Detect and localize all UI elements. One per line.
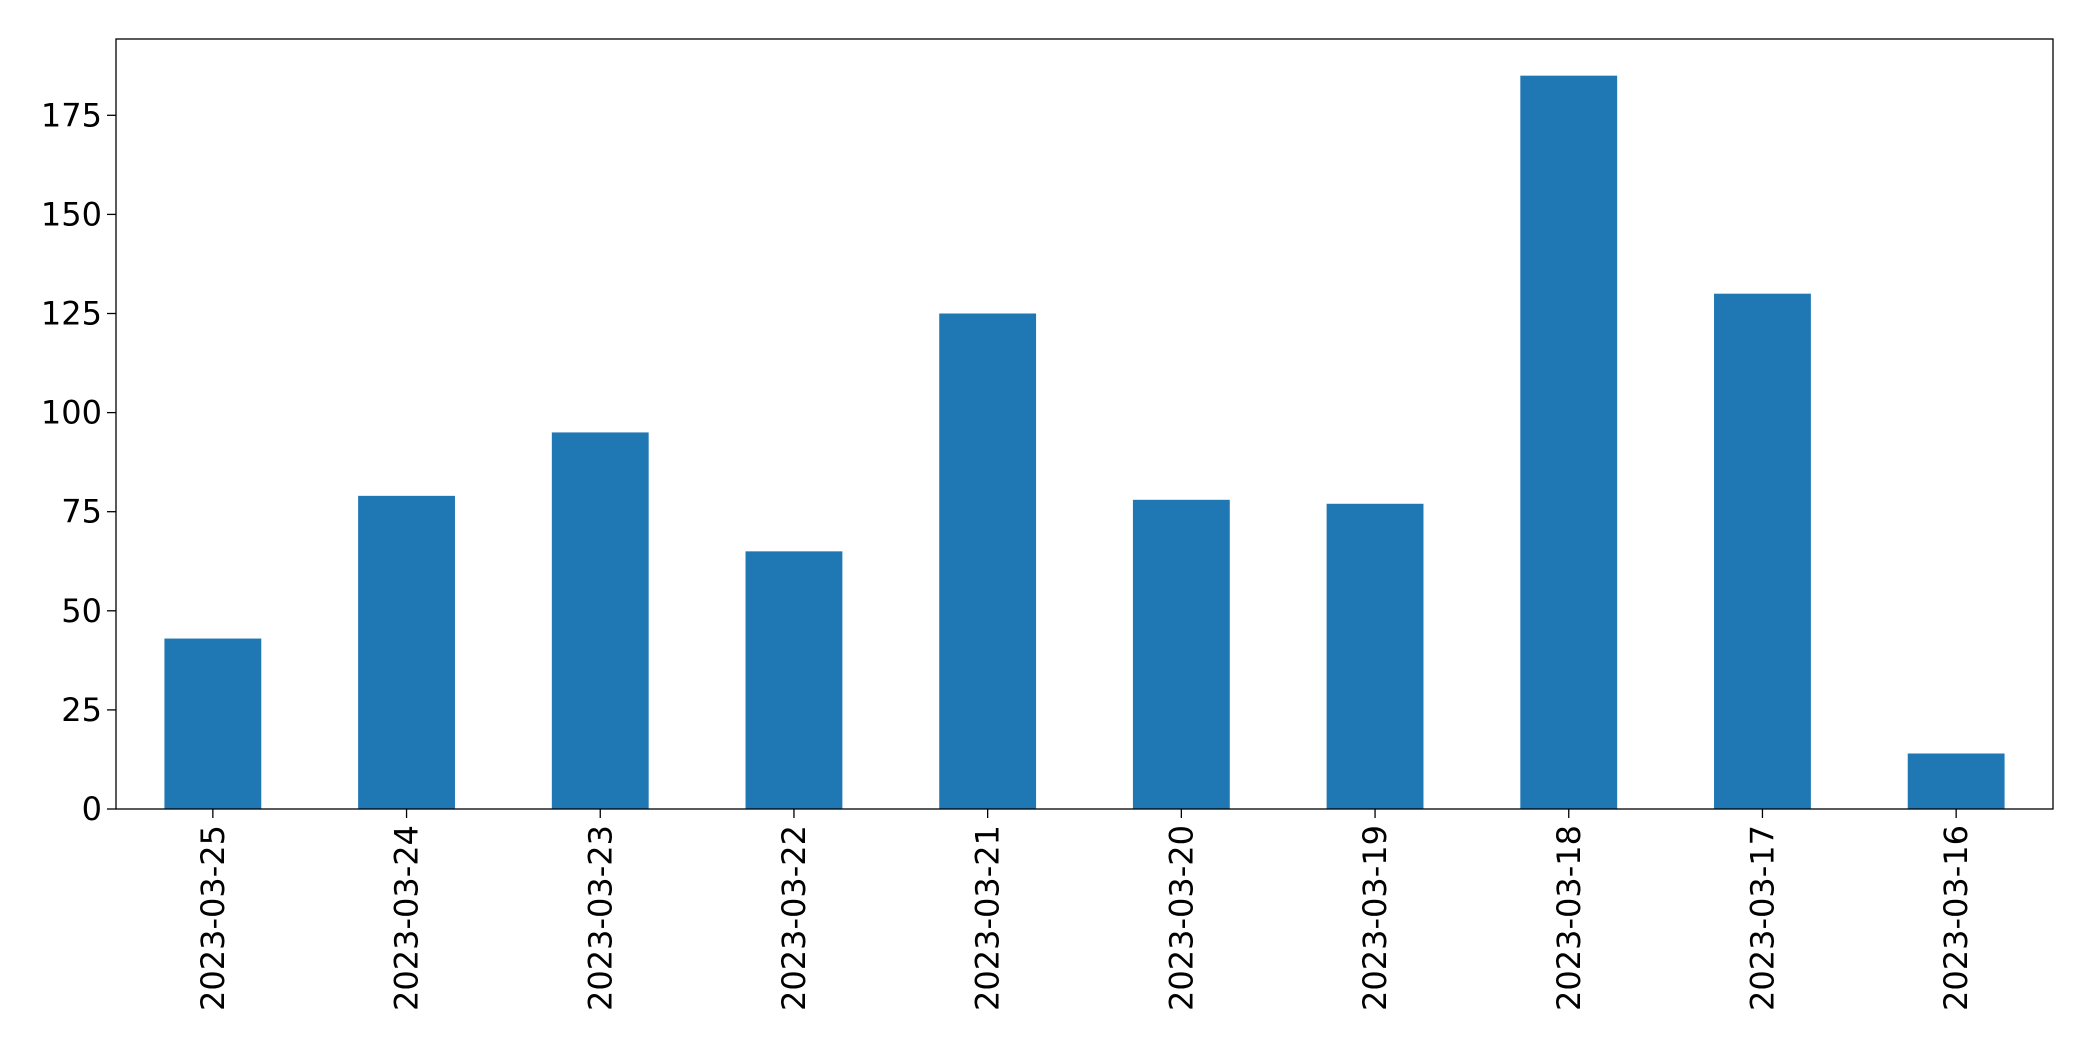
x-tick-label: 2023-03-16: [1937, 825, 1975, 1011]
x-tick-label: 2023-03-17: [1743, 825, 1781, 1011]
bar: [551, 432, 649, 809]
x-tick-label: 2023-03-23: [581, 825, 619, 1011]
x-tick-label: 2023-03-25: [194, 825, 232, 1011]
x-tick-label: 2023-03-22: [775, 825, 813, 1011]
y-tick-label: 75: [61, 493, 102, 531]
x-tick-label: 2023-03-18: [1550, 825, 1588, 1011]
bar: [1326, 503, 1424, 809]
bar: [358, 495, 455, 809]
bar: [1714, 293, 1811, 809]
bar: [1520, 75, 1618, 809]
y-tick-label: 0: [82, 790, 102, 828]
plot-frame: [115, 38, 2054, 810]
y-tick-label: 175: [41, 96, 102, 134]
y-tick-label: 25: [61, 691, 102, 729]
x-tick-label: 2023-03-20: [1162, 825, 1200, 1011]
bar: [939, 313, 1037, 809]
y-tick-label: 50: [61, 592, 102, 630]
y-tick-label: 125: [41, 295, 102, 333]
x-tick-label: 2023-03-19: [1356, 825, 1394, 1011]
bar: [164, 638, 262, 809]
y-tick-label: 150: [41, 195, 102, 233]
bar: [1132, 499, 1230, 809]
bar: [745, 551, 843, 809]
y-tick-label: 100: [41, 394, 102, 432]
bar: [1907, 753, 2005, 809]
x-tick-label: 2023-03-24: [388, 825, 426, 1011]
x-tick-label: 2023-03-21: [969, 825, 1007, 1011]
